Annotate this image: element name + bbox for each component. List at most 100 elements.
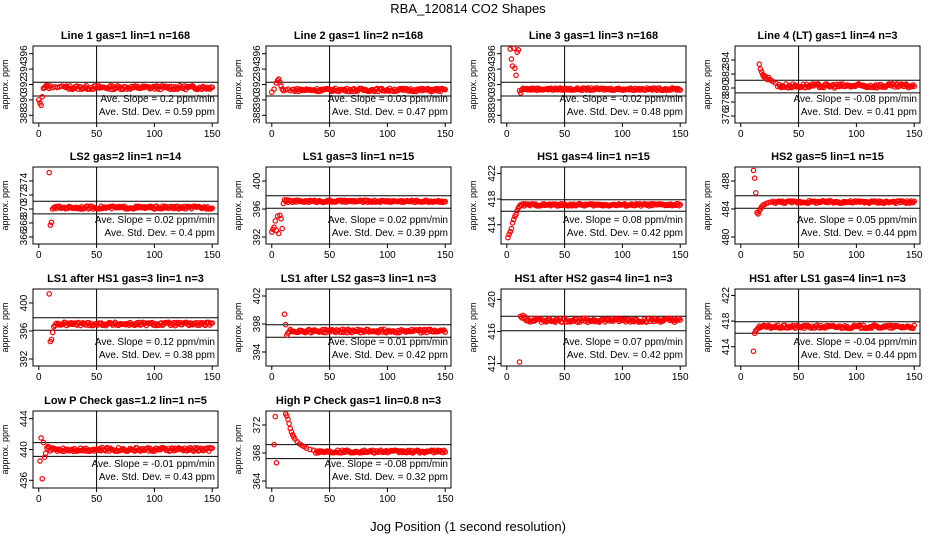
stddev-annotation: Ave. Std. Dev. = 0.4 ppm	[104, 228, 215, 239]
y-tick-label: 396	[19, 322, 30, 339]
x-tick-label: 100	[848, 129, 865, 140]
x-tick-label: 0	[36, 494, 42, 505]
plot-frame	[32, 288, 219, 367]
y-tick-label: 396	[252, 200, 263, 217]
data-point	[324, 197, 331, 204]
x-tick-label: 0	[36, 372, 42, 383]
plot-frame	[500, 288, 687, 367]
x-tick-label: 50	[324, 372, 336, 383]
x-tick-label: 50	[91, 129, 103, 140]
y-tick-label: 420	[487, 291, 498, 308]
x-tick-label: 50	[324, 494, 336, 505]
data-point	[40, 439, 47, 446]
data-point	[510, 216, 517, 223]
data-point	[301, 328, 307, 335]
data-point	[512, 65, 518, 72]
stddev-annotation: Ave. Std. Dev. = 0.44 ppm	[801, 350, 917, 361]
x-tick-label: 50	[559, 250, 571, 261]
data-point	[197, 320, 204, 327]
data-point	[101, 321, 108, 328]
y-tick-label: 394	[252, 343, 263, 360]
y-tick-label: 392	[252, 76, 263, 93]
x-tick-label: 50	[793, 129, 805, 140]
panel-title: Line 3 gas=1 lin=3 n=168	[529, 30, 658, 42]
x-tick-label: 0	[269, 250, 275, 261]
y-tick-label: 390	[487, 91, 498, 108]
data-point	[48, 336, 55, 343]
data-point	[750, 167, 757, 174]
x-axis-label: Jog Position (1 second resolution)	[370, 519, 566, 534]
panel-title: HS1 after LS1 gas=4 lin=1 n=3	[749, 273, 906, 285]
data-point	[167, 86, 174, 93]
data-points	[756, 61, 918, 91]
y-tick-label: 400	[252, 172, 263, 189]
y-tick-label: 368	[19, 214, 30, 231]
y-tick-label: 418	[487, 190, 498, 207]
data-point	[146, 204, 153, 211]
x-tick-label: 150	[906, 250, 923, 261]
y-tick-label: 416	[487, 323, 498, 340]
plot-frame	[734, 166, 921, 245]
panel-title: Line 4 (LT) gas=1 lin=4 n=3	[757, 30, 897, 42]
stddev-annotation: Ave. Std. Dev. = 0.41 ppm	[801, 107, 917, 118]
x-tick-label: 0	[36, 129, 42, 140]
data-point	[442, 86, 449, 93]
data-point	[755, 211, 761, 217]
y-tick-label: 392	[487, 76, 498, 93]
y-tick-label: 418	[721, 312, 732, 329]
data-point	[513, 72, 519, 79]
data-point	[72, 204, 79, 211]
slope-annotation: Ave. Slope = -0.08 ppm/min	[794, 94, 918, 105]
data-point	[508, 56, 515, 62]
data-point	[676, 202, 682, 209]
y-tick-label: 440	[19, 441, 30, 458]
data-point	[278, 216, 284, 222]
x-tick-label: 50	[793, 250, 805, 261]
data-point	[781, 84, 788, 90]
x-tick-label: 50	[91, 494, 103, 505]
data-point	[38, 102, 44, 109]
data-point	[507, 46, 514, 52]
y-tick-label: 392	[19, 350, 30, 367]
panel-title: HS2 gas=5 lin=1 n=15	[771, 151, 884, 163]
stddev-annotation: Ave. Std. Dev. = 0.48 ppm	[567, 107, 683, 118]
data-points	[46, 291, 216, 345]
y-tick-label: 394	[19, 60, 30, 77]
data-point	[47, 222, 54, 228]
data-point	[517, 90, 524, 96]
data-point	[882, 323, 889, 329]
x-tick-label: 150	[204, 250, 221, 261]
chart-panel: LS1 after LS2 gas=3 lin=1 n=3 0 50 100 150 39…	[233, 273, 454, 383]
data-point	[39, 475, 46, 482]
x-tick-label: 100	[614, 372, 631, 383]
x-tick-label: 50	[91, 372, 103, 383]
plot-frame	[32, 166, 219, 245]
stddev-annotation: Ave. Std. Dev. = 0.39 ppm	[332, 228, 448, 239]
stddev-annotation: Ave. Std. Dev. = 0.42 ppm	[567, 228, 683, 239]
chart-panel: HS1 after LS1 gas=4 lin=1 n=3 0 50 100 150 41…	[702, 273, 923, 383]
panel-title: LS1 after HS1 gas=3 lin=1 n=3	[47, 273, 204, 285]
y-axis-label: approx. ppm	[702, 59, 712, 109]
plot-frame	[734, 288, 921, 367]
slope-annotation: Ave. Slope = 0.03 ppm/min	[328, 94, 448, 105]
chart-panel: Line 4 (LT) gas=1 lin=4 n=30 50 100 1503763…	[702, 30, 923, 140]
data-point	[507, 229, 514, 235]
data-point	[279, 225, 285, 232]
data-point	[137, 203, 144, 210]
x-tick-label: 150	[437, 372, 454, 383]
y-tick-label: 364	[252, 472, 263, 489]
data-point	[281, 311, 288, 318]
data-point	[757, 66, 764, 72]
data-points	[750, 167, 918, 217]
data-point	[273, 459, 280, 466]
data-points	[37, 435, 216, 482]
x-tick-label: 100	[379, 250, 396, 261]
y-axis-label: approx. ppm	[233, 180, 243, 230]
x-tick-label: 100	[848, 250, 865, 261]
x-tick-label: 50	[324, 129, 336, 140]
stddev-annotation: Ave. Std. Dev. = 0.38 ppm	[99, 350, 215, 361]
y-axis-label: approx. ppm	[702, 180, 712, 230]
y-tick-label: 396	[19, 45, 30, 62]
